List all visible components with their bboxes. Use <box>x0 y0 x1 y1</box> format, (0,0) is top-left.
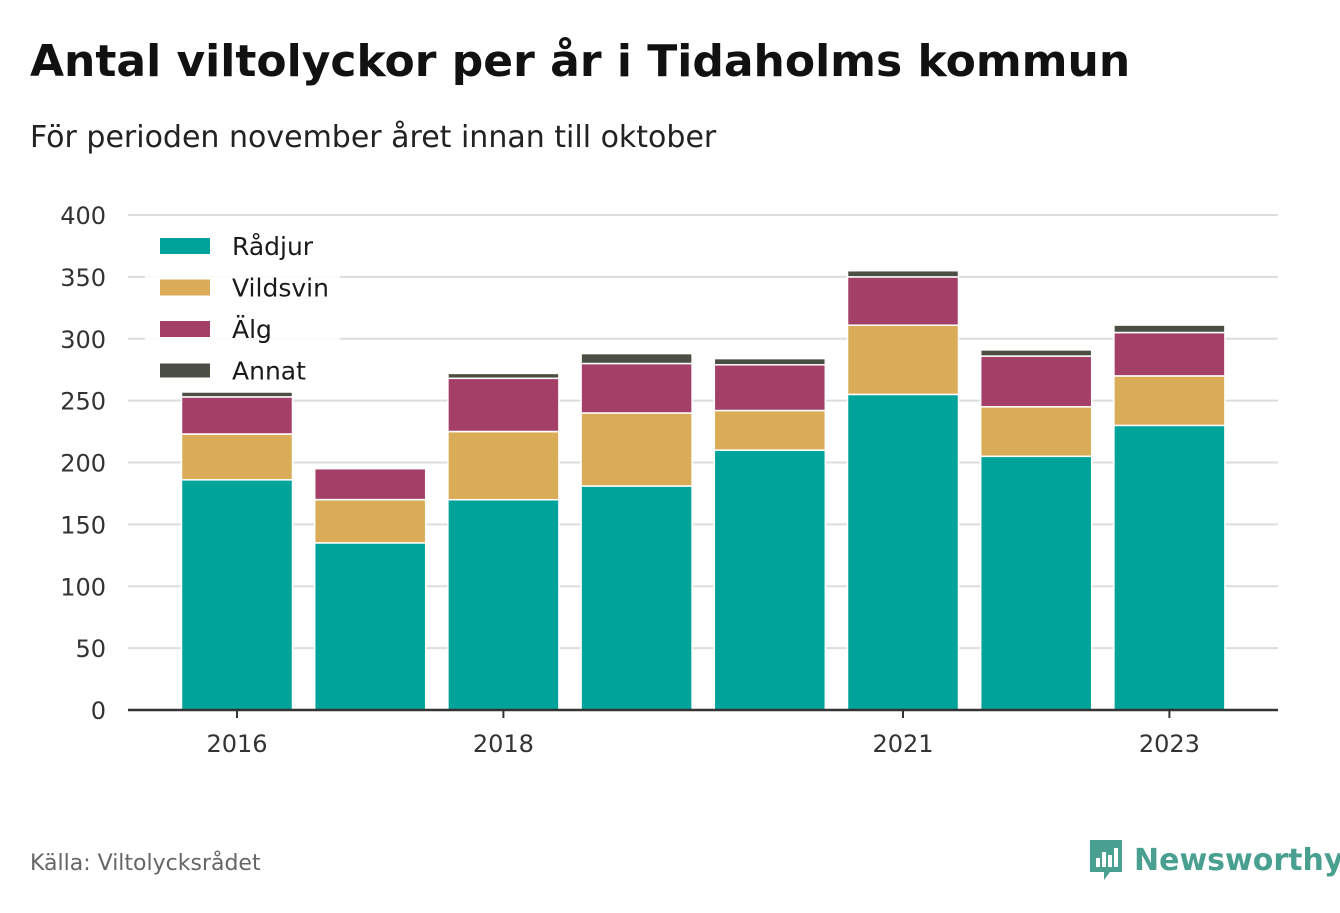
y-tick-label: 400 <box>60 202 106 230</box>
bar-segment <box>447 430 560 501</box>
bar-segment <box>313 542 427 711</box>
bar-segment <box>180 433 294 481</box>
bar-stack <box>580 352 693 711</box>
bar-segment <box>846 269 960 278</box>
bar-stack <box>713 357 827 711</box>
bar-stack <box>447 372 560 711</box>
chart-subtitle: För perioden november året innan till ok… <box>30 120 717 155</box>
y-tick-label: 50 <box>75 635 106 663</box>
bar-segment <box>979 406 1093 458</box>
bar-segment <box>580 412 693 487</box>
bar-segment <box>580 352 693 365</box>
brand-logo: Newsworthy <box>1088 838 1340 882</box>
y-tick-label: 200 <box>60 450 106 478</box>
bar-segment <box>713 357 827 366</box>
bar-segment <box>713 409 827 451</box>
y-tick-label: 300 <box>60 326 106 354</box>
legend-swatch <box>160 238 210 254</box>
bar-stack <box>1113 324 1226 711</box>
bar-segment <box>1113 375 1226 427</box>
bar-stack <box>313 467 427 711</box>
chart-title: Antal viltolyckor per år i Tidaholms kom… <box>30 36 1131 87</box>
bar-segment <box>846 276 960 326</box>
y-tick-label: 150 <box>60 511 106 539</box>
y-tick-label: 250 <box>60 388 106 416</box>
source-note: Källa: Viltolycksrådet <box>30 851 261 876</box>
bar-segment <box>979 355 1093 408</box>
bar-stack <box>180 391 294 711</box>
bar-segment <box>846 393 960 711</box>
bar-segment <box>313 498 427 544</box>
bar-stack <box>846 269 960 711</box>
legend-label: Annat <box>232 357 306 386</box>
legend-label: Vildsvin <box>232 274 329 303</box>
bar-segment <box>846 324 960 396</box>
bar-segment <box>979 349 1093 357</box>
bar-segment <box>1113 424 1226 711</box>
x-tick-label: 2018 <box>473 730 534 758</box>
bar-segment <box>580 485 693 711</box>
bar-segment <box>580 362 693 414</box>
bar-segment <box>713 449 827 711</box>
y-axis-ticks: 0 50 100 150 200 250 300 350 400 <box>60 202 106 725</box>
legend-label: Rådjur <box>232 232 314 261</box>
bar-segment <box>1113 324 1226 334</box>
legend-label: Älg <box>232 315 272 344</box>
legend: Rådjur Vildsvin Älg Annat <box>145 225 340 390</box>
y-tick-label: 350 <box>60 264 106 292</box>
bar-segment <box>447 372 560 380</box>
bar-chart-speech-bubble-icon <box>1090 840 1122 880</box>
bar-segment <box>180 391 294 398</box>
bar-segment <box>180 396 294 435</box>
legend-swatch <box>160 279 210 296</box>
x-tick-label: 2023 <box>1139 730 1200 758</box>
bar-stack <box>979 349 1093 711</box>
y-tick-label: 0 <box>91 697 106 725</box>
legend-swatch <box>160 363 210 378</box>
y-tick-label: 100 <box>60 573 106 601</box>
bar-segment <box>713 363 827 412</box>
x-tick-label: 2016 <box>206 730 267 758</box>
brand-name: Newsworthy <box>1134 842 1340 878</box>
bar-segment <box>447 498 560 711</box>
bar-segment <box>979 455 1093 711</box>
bar-segment <box>1113 331 1226 377</box>
bar-segment <box>180 479 294 711</box>
legend-swatch <box>160 321 210 337</box>
bar-segment <box>313 467 427 501</box>
x-tick-label: 2021 <box>872 730 933 758</box>
x-axis: 2016 2018 2021 2023 <box>128 708 1278 758</box>
bar-segment <box>447 377 560 433</box>
